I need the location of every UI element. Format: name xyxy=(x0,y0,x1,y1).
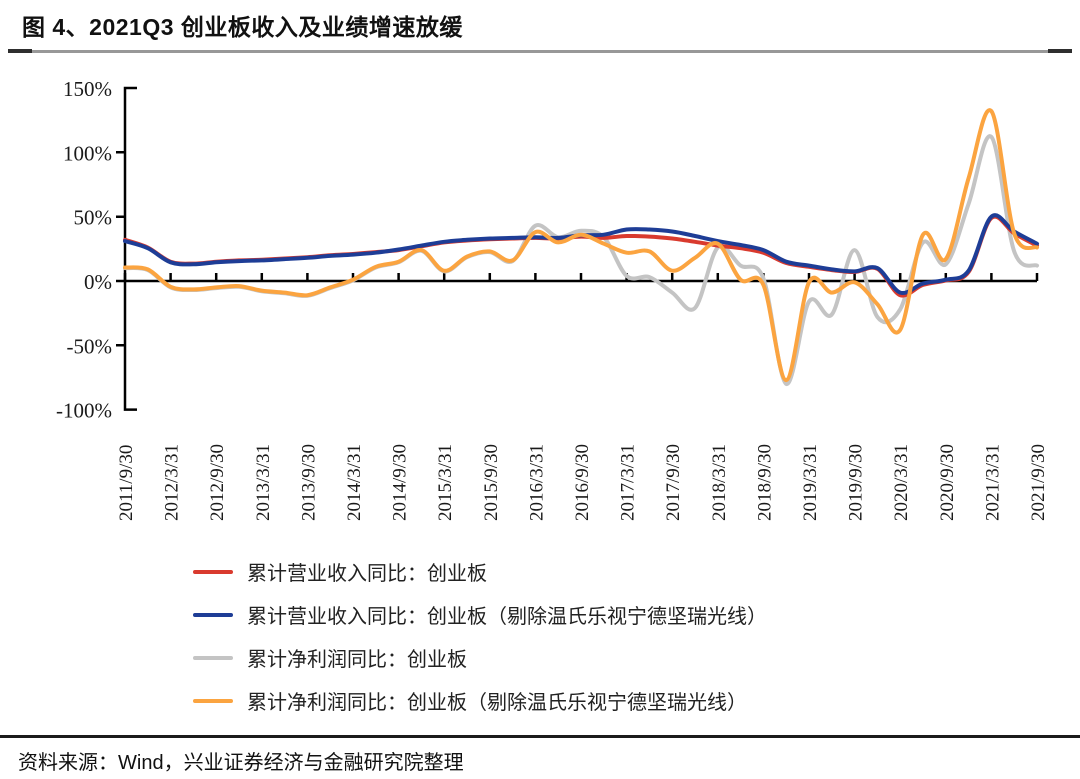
x-tick-label: 2012/3/31 xyxy=(162,444,183,521)
x-tick-label: 2016/3/31 xyxy=(526,444,547,521)
y-tick-label: 50% xyxy=(74,206,113,230)
title-underline-left-cap xyxy=(8,49,32,53)
line-chart: 150% 100% 50% 0% -50% -100% 2011/9/30 2012/3/31… xyxy=(0,60,1080,540)
x-axis xyxy=(123,273,1039,283)
legend-swatch-blue xyxy=(193,612,233,617)
legend-item: 累计营业收入同比：创业板（剔除温氏乐视宁德坚瑞光线） xyxy=(193,593,953,636)
x-tick-label: 2013/3/31 xyxy=(253,444,274,521)
series-line-red xyxy=(123,214,1039,298)
y-tick-label: -50% xyxy=(67,334,113,358)
legend-label: 累计净利润同比：创业板（剔除温氏乐视宁德坚瑞光线） xyxy=(247,692,747,714)
x-tick-label: 2019/9/30 xyxy=(846,444,867,521)
legend-swatch-gray xyxy=(193,655,233,660)
x-tick-label: 2016/9/30 xyxy=(572,444,593,521)
legend-swatch-orange xyxy=(193,698,233,703)
x-tick-label: 2017/9/30 xyxy=(663,444,684,521)
y-axis xyxy=(116,86,137,411)
y-tick-label: 0% xyxy=(84,270,112,294)
x-tick-label: 2014/9/30 xyxy=(390,444,411,521)
legend-item: 累计营业收入同比：创业板 xyxy=(193,550,953,593)
footer-divider xyxy=(0,735,1080,738)
x-tick-label: 2015/9/30 xyxy=(481,444,502,521)
x-tick-label: 2017/3/31 xyxy=(618,444,639,521)
y-tick-label: 100% xyxy=(63,141,112,165)
legend-item: 累计净利润同比：创业板（剔除温氏乐视宁德坚瑞光线） xyxy=(193,679,953,722)
series-line-orange xyxy=(123,108,1039,383)
legend-label: 累计净利润同比：创业板 xyxy=(247,649,467,671)
x-tick-label: 2014/3/31 xyxy=(344,444,365,521)
legend-label: 累计营业收入同比：创业板（剔除温氏乐视宁德坚瑞光线） xyxy=(247,606,767,628)
x-tick-label: 2021/9/30 xyxy=(1028,444,1049,521)
x-tick-label: 2019/3/31 xyxy=(800,444,821,521)
x-tick-label: 2021/3/31 xyxy=(982,444,1003,521)
x-tick-label: 2020/3/31 xyxy=(891,444,912,521)
x-tick-label: 2018/3/31 xyxy=(709,444,730,521)
x-tick-label: 2011/9/30 xyxy=(116,445,137,521)
legend-label: 累计营业收入同比：创业板 xyxy=(247,563,487,585)
legend-item: 累计净利润同比：创业板 xyxy=(193,636,953,679)
title-underline-right-cap xyxy=(1048,49,1072,53)
source-note: 资料来源：Wind，兴业证券经济与金融研究院整理 xyxy=(18,752,464,774)
x-tick-label: 2015/3/31 xyxy=(435,444,456,521)
x-tick-label: 2020/9/30 xyxy=(937,444,958,521)
y-tick-label: 150% xyxy=(63,77,112,101)
title-underline xyxy=(8,50,1072,53)
y-tick-label: -100% xyxy=(56,399,112,423)
x-tick-label: 2012/9/30 xyxy=(207,444,228,521)
chart-legend: 累计营业收入同比：创业板累计营业收入同比：创业板（剔除温氏乐视宁德坚瑞光线） 累计… xyxy=(193,550,953,722)
figure-title: 图 4、2021Q3 创业板收入及业绩增速放缓 xyxy=(22,14,463,40)
x-tick-label: 2018/9/30 xyxy=(754,444,775,521)
chart-canvas: 150% 100% 50% 0% -50% -100% 2011/9/30 2012/3/31… xyxy=(56,77,1049,521)
x-tick-label: 2013/9/30 xyxy=(298,444,319,521)
legend-swatch-red xyxy=(193,569,233,574)
